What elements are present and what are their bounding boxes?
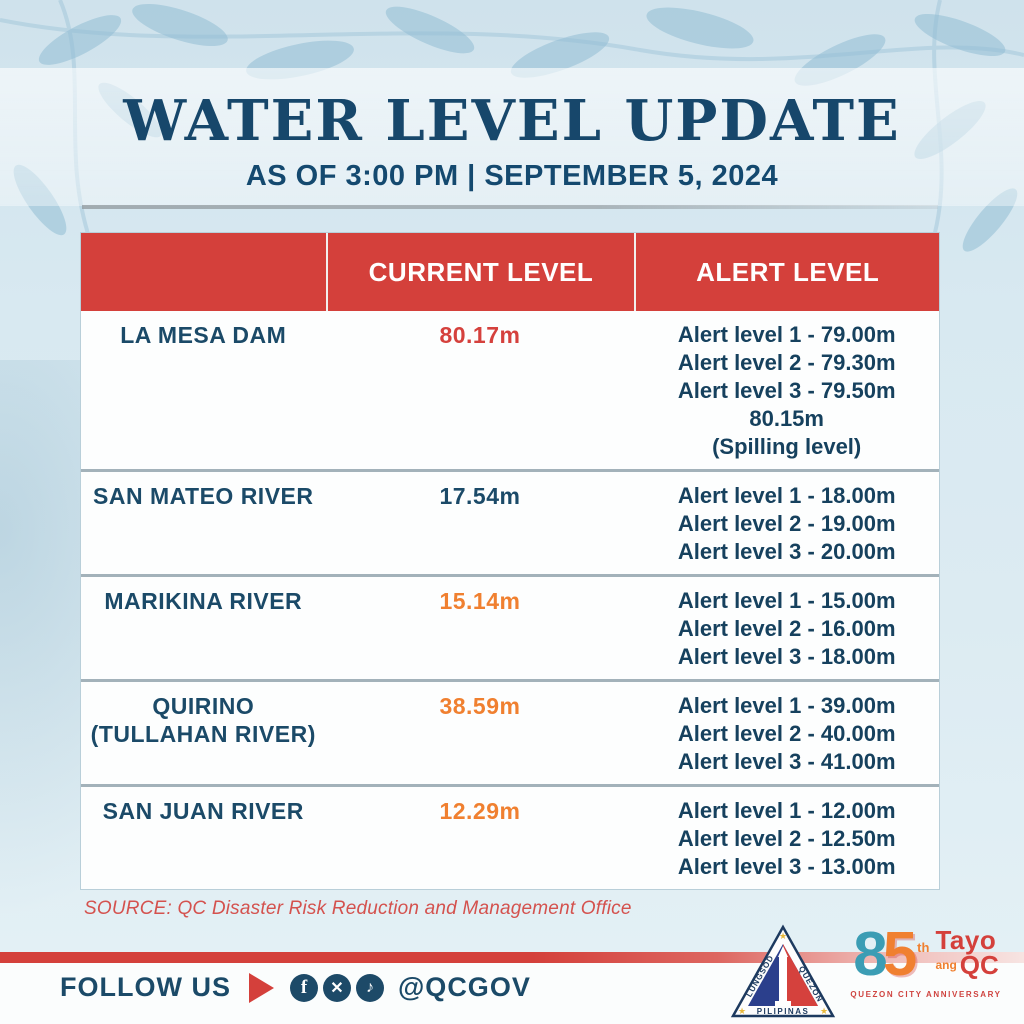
alert-levels: Alert level 1 - 18.00m Alert level 2 - 19… bbox=[677, 483, 896, 564]
current-level-value: 80.17m bbox=[439, 322, 521, 348]
footer-red-strip bbox=[0, 952, 1024, 963]
svg-text:★: ★ bbox=[820, 1006, 828, 1016]
play-triangle-icon bbox=[248, 972, 274, 1003]
current-level-value: 15.14m bbox=[439, 588, 521, 614]
station-name: MARIKINA RIVER bbox=[104, 588, 303, 614]
page-subtitle: AS OF 3:00 PM | SEPTEMBER 5, 2024 bbox=[245, 160, 779, 192]
table-row: SAN MATEO RIVER 17.54m Alert level 1 - 18.… bbox=[81, 469, 939, 574]
tiktok-icon: ♪ bbox=[355, 973, 384, 1002]
follow-us-bar: FOLLOW US f ✕ ♪ @QCGOV bbox=[60, 972, 531, 1003]
footer-area bbox=[0, 963, 1024, 1024]
station-name: SAN JUAN RIVER bbox=[102, 798, 304, 824]
current-level-value: 17.54m bbox=[439, 483, 521, 509]
follow-us-label: FOLLOW US bbox=[60, 972, 231, 1002]
current-level-value: 38.59m bbox=[439, 693, 521, 719]
quezon-city-seal: ★ ★ ★ LUNGSOD QUEZON PILIPINAS bbox=[730, 924, 836, 1018]
table-row: QUIRINO (TULLAHAN RIVER) 38.59m Alert level… bbox=[81, 679, 939, 784]
table-row: LA MESA DAM 80.17m Alert level 1 - 79.00m A… bbox=[81, 311, 939, 469]
divider-line bbox=[82, 205, 938, 209]
header-cell-current-level: CURRENT LEVEL bbox=[325, 233, 635, 311]
ang-text: ang bbox=[935, 958, 957, 972]
anniversary-digit-8: 8 bbox=[853, 920, 888, 989]
qc-seal-bottom-text: PILIPINAS bbox=[757, 1007, 810, 1016]
facebook-icon: f bbox=[289, 973, 318, 1002]
anniversary-caption: QUEZON CITY ANNIVERSARY bbox=[850, 990, 1002, 999]
source-note: SOURCE: QC Disaster Risk Reduction and M… bbox=[84, 898, 632, 919]
anniversary-suffix: th bbox=[917, 940, 930, 955]
station-name: LA MESA DAM bbox=[120, 322, 287, 348]
alert-levels: Alert level 1 - 39.00m Alert level 2 - 40… bbox=[677, 693, 896, 774]
header-cell-alert-level: ALERT LEVEL bbox=[634, 233, 939, 311]
alert-levels: Alert level 1 - 12.00m Alert level 2 - 12… bbox=[677, 798, 896, 879]
alert-levels: Alert level 1 - 15.00m Alert level 2 - 16… bbox=[677, 588, 896, 669]
table-row: SAN JUAN RIVER 12.29m Alert level 1 - 12.0… bbox=[81, 784, 939, 889]
header-cell-station bbox=[81, 233, 326, 311]
qc-text: QC bbox=[959, 950, 999, 980]
footer-logos: ★ ★ ★ LUNGSOD QUEZON PILIPINAS 8 5 th Ta… bbox=[730, 924, 1010, 1020]
title-band bbox=[0, 68, 1024, 206]
table-header: CURRENT LEVEL ALERT LEVEL bbox=[81, 233, 939, 311]
station-name: QUIRINO (TULLAHAN RIVER) bbox=[90, 693, 316, 747]
table-row: MARIKINA RIVER 15.14m Alert level 1 - 15.0… bbox=[81, 574, 939, 679]
social-icons: f ✕ ♪ bbox=[289, 973, 384, 1002]
tayo-text: Tayo bbox=[935, 925, 997, 955]
station-name: SAN MATEO RIVER bbox=[93, 483, 314, 509]
water-level-table: CURRENT LEVEL ALERT LEVEL LA MESA DAM 80.… bbox=[80, 232, 940, 890]
x-icon: ✕ bbox=[322, 973, 351, 1002]
page-title: WATER LEVEL UPDATE bbox=[123, 88, 901, 154]
current-level-value: 12.29m bbox=[439, 798, 521, 824]
qc-85th-anniversary-logo: 8 5 th Tayo ang QC QUEZON CITY ANNIVERSA… bbox=[842, 924, 1010, 1000]
anniversary-lockup: 8 5 th Tayo ang QC bbox=[853, 924, 999, 986]
svg-text:★: ★ bbox=[738, 1006, 746, 1016]
table-body: LA MESA DAM 80.17m Alert level 1 - 79.00m A… bbox=[81, 311, 939, 889]
tayo-ang-qc-wordmark: Tayo ang QC bbox=[935, 927, 999, 980]
svg-text:★: ★ bbox=[779, 931, 787, 941]
anniversary-digit-5: 5 bbox=[882, 920, 918, 989]
alert-levels: Alert level 1 - 79.00m Alert level 2 - 79… bbox=[677, 322, 896, 459]
social-handle: @QCGOV bbox=[397, 972, 531, 1002]
